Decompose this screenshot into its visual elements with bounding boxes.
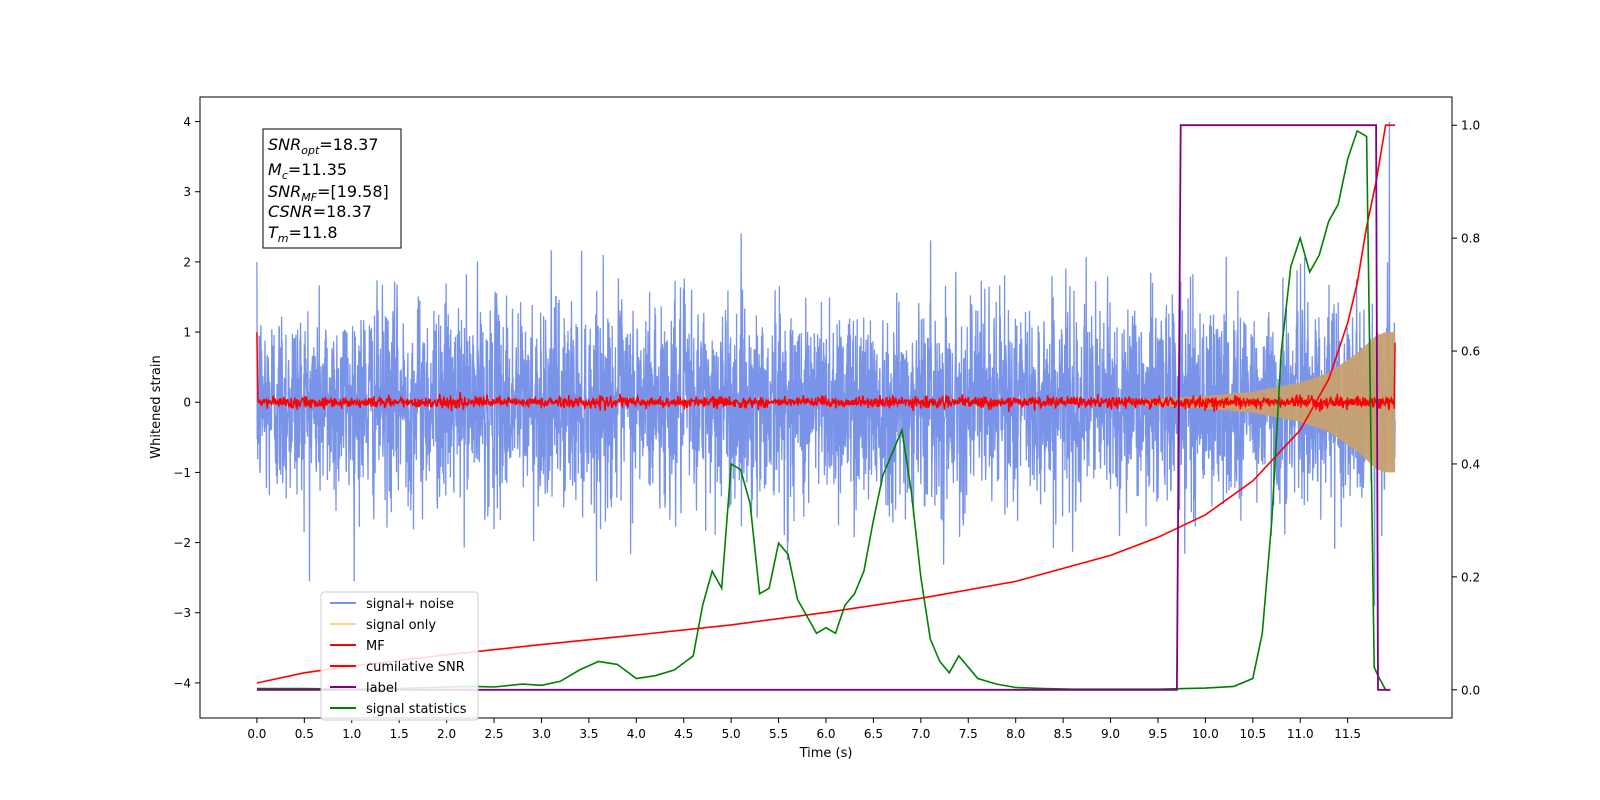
y-left-tick-label: −3: [173, 606, 191, 620]
x-tick-label: 1.5: [390, 727, 409, 741]
legend-label: cumilative SNR: [366, 660, 465, 675]
annotation-csnr: CSNR=18.37: [268, 202, 372, 221]
series-signal-statistics: [256, 129, 1391, 691]
y-axis-label: Whitened strain: [149, 355, 164, 458]
x-axis-label: Time (s): [799, 746, 853, 761]
x-tick-label: 9.0: [1101, 727, 1120, 741]
legend-entry: signal+ noise: [330, 597, 454, 612]
y-right-tick-label: 0.8: [1461, 232, 1480, 246]
y-right-tick-label: 0.6: [1461, 345, 1480, 359]
legend-entry: signal only: [330, 618, 436, 633]
legend-label: MF: [366, 639, 385, 654]
legend-label: label: [366, 681, 397, 696]
y-right-tick-label: 0.2: [1461, 570, 1480, 584]
y-left-tick-label: 1: [183, 326, 191, 340]
series-mf: [256, 332, 1396, 412]
annotation-mc: Mc=11.35: [268, 160, 347, 182]
y-right-tick-label: 0.0: [1461, 683, 1480, 697]
y-left-tick-label: −4: [173, 676, 191, 690]
y-left-tick-label: 4: [183, 115, 191, 129]
x-tick-label: 4.5: [674, 727, 693, 741]
y-left-tick-label: −2: [173, 536, 191, 550]
legend-label: signal statistics: [366, 702, 467, 717]
x-tick-label: 5.5: [769, 727, 788, 741]
x-tick-label: 7.5: [959, 727, 978, 741]
x-tick-label: 5.0: [722, 727, 741, 741]
series-label: [256, 124, 1391, 691]
y-left-tick-label: 3: [183, 185, 191, 199]
x-tick-label: 7.0: [911, 727, 930, 741]
x-tick-label: 3.0: [532, 727, 551, 741]
annotation-snr-opt: SNRopt=18.37: [268, 135, 379, 157]
legend-label: signal only: [366, 618, 436, 633]
x-tick-label: 2.5: [484, 727, 503, 741]
y-right-tick-label: 0.4: [1461, 457, 1480, 471]
y-right-tick-label: 1.0: [1461, 119, 1480, 133]
x-tick-label: 0.0: [247, 727, 266, 741]
x-tick-label: 11.0: [1287, 727, 1314, 741]
legend-entry: cumilative SNR: [330, 660, 465, 675]
y-left-tick-label: −1: [173, 466, 191, 480]
x-tick-label: 2.0: [437, 727, 456, 741]
legend-entry: signal statistics: [330, 702, 467, 717]
x-tick-label: 8.0: [1006, 727, 1025, 741]
x-tick-label: 10.0: [1192, 727, 1219, 741]
y-left-tick-label: 2: [183, 255, 191, 269]
x-tick-label: 3.5: [579, 727, 598, 741]
x-tick-label: 6.0: [816, 727, 835, 741]
legend-label: signal+ noise: [366, 597, 454, 612]
x-tick-label: 9.5: [1148, 727, 1167, 741]
legend: signal+ noise signal only MF cumilative …: [320, 591, 479, 721]
x-tick-label: 10.5: [1239, 727, 1266, 741]
annotation-tm: Tm=11.8: [268, 223, 338, 245]
x-tick-label: 4.0: [627, 727, 646, 741]
annotation-box: SNRopt=18.37 Mc=11.35 SNRMF=[19.58] CSNR…: [262, 128, 402, 249]
x-tick-label: 8.5: [1054, 727, 1073, 741]
x-tick-label: 1.0: [342, 727, 361, 741]
y-left-tick-label: 0: [183, 396, 191, 410]
x-tick-label: 11.5: [1334, 727, 1361, 741]
x-tick-label: 6.5: [864, 727, 883, 741]
legend-entry: label: [330, 681, 397, 696]
legend-entry: MF: [330, 639, 385, 654]
annotation-snr-mf: SNRMF=[19.58]: [268, 182, 389, 204]
series-cumulative-snr: [256, 124, 1396, 684]
x-tick-label: 0.5: [295, 727, 314, 741]
